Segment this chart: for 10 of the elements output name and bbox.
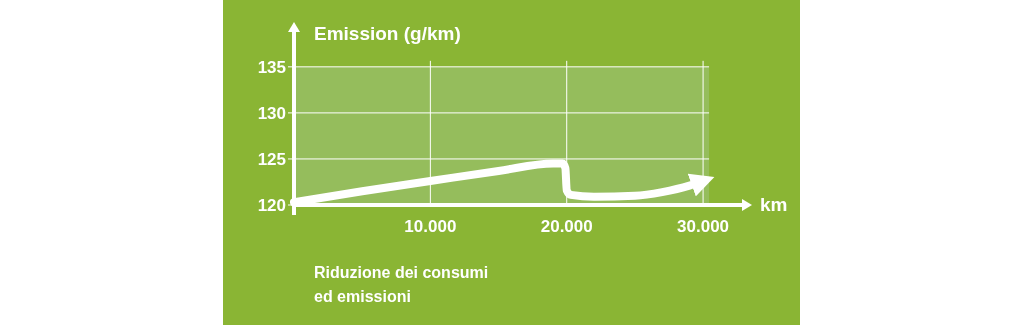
y-tick-label: 130	[257, 103, 286, 123]
y-tick-label: 125	[257, 149, 286, 169]
x-tick-label: 30.000	[677, 217, 730, 236]
y-tick-label: 135	[257, 57, 286, 77]
y-axis-title: Emission (g/km)	[314, 23, 461, 44]
text: Riduzione dei consumi ed emissioni	[314, 264, 489, 305]
y-tick-label: 120	[257, 195, 286, 215]
x-axis-title: km	[760, 194, 788, 215]
x-tick-label: 10.000	[404, 217, 457, 236]
x-tick-label: 20.000	[540, 217, 593, 236]
